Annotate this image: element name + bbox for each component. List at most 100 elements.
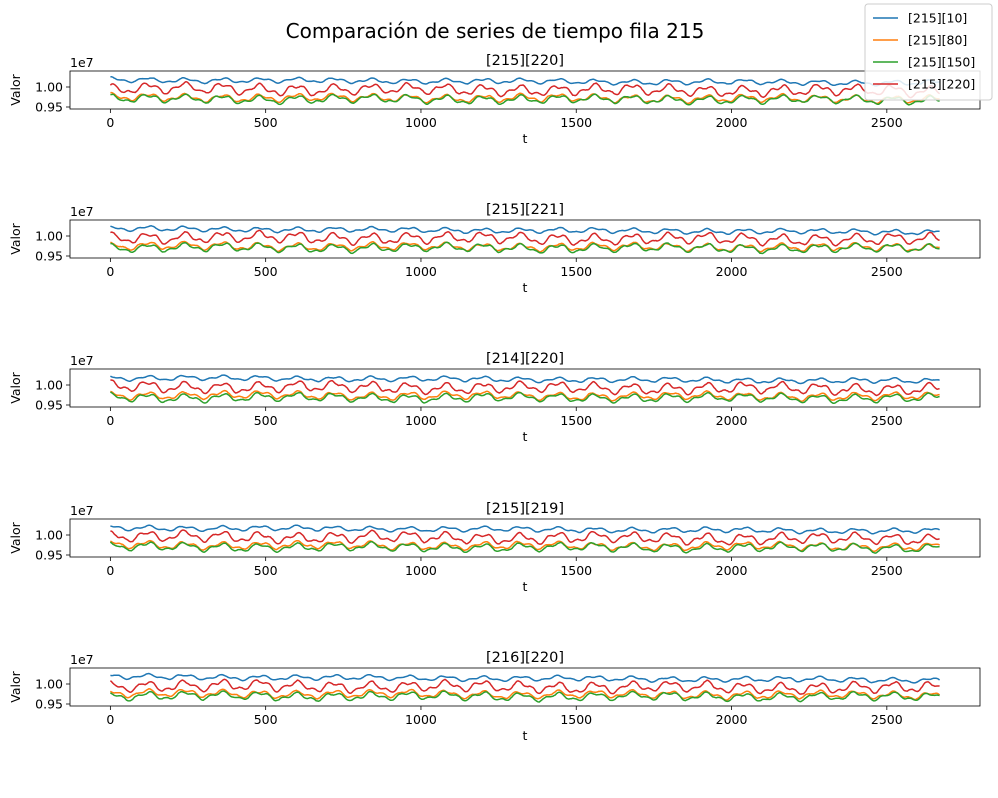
subplot-2: 0 500 1000 1500 2000 2500 0.95 1.00 1e7 [215][221…: [8, 202, 981, 295]
x-tick-label: 2000: [716, 712, 748, 727]
y-axis-label: Valor: [8, 73, 23, 105]
x-axis-label: t: [523, 280, 528, 295]
x-tick-label: 2500: [871, 115, 903, 130]
series-line-3: [110, 93, 940, 106]
x-tick-label: 1500: [560, 413, 592, 428]
x-tick-label: 1000: [405, 264, 437, 279]
x-tick-label: 2000: [716, 413, 748, 428]
y-tick-label: 1.00: [35, 80, 63, 95]
y-offset-label: 1e7: [70, 652, 94, 667]
y-axis-label: Valor: [8, 521, 23, 553]
legend: [215][10] [215][80] [215][150] [215][220]: [864, 3, 993, 101]
y-tick-label: 1.00: [35, 378, 63, 393]
legend-label: [215][10]: [908, 11, 967, 26]
legend-label: [215][80]: [908, 33, 967, 48]
series-line-4: [110, 529, 940, 546]
x-tick-label: 1000: [405, 115, 437, 130]
x-tick-label: 2500: [871, 413, 903, 428]
x-tick-label: 0: [106, 413, 114, 428]
series-line-1: [110, 524, 940, 535]
y-axis-label: Valor: [8, 371, 23, 403]
x-tick-label: 1500: [560, 563, 592, 578]
y-offset-label: 1e7: [70, 353, 94, 368]
y-tick-label: 0.95: [35, 697, 63, 712]
subplot-title: [215][221]: [486, 202, 564, 218]
y-tick-label: 0.95: [35, 548, 63, 563]
axes-frame: [69, 368, 981, 408]
y-axis-label: Valor: [8, 222, 23, 254]
y-tick-label: 0.95: [35, 249, 63, 264]
series-line-2: [110, 389, 940, 402]
subplot-title: [215][220]: [486, 53, 564, 69]
x-axis-label: t: [523, 579, 528, 594]
legend-box: [864, 3, 993, 101]
series-line-1: [110, 374, 940, 385]
y-axis-label: Valor: [8, 670, 23, 702]
series-line-4: [110, 379, 940, 397]
subplot-1: 0 500 1000 1500 2000 2500 0.95 1.00 1e7 [215][220…: [8, 53, 981, 146]
y-offset-label: 1e7: [70, 55, 94, 70]
x-tick-label: 0: [106, 563, 114, 578]
x-tick-label: 500: [254, 413, 278, 428]
x-tick-label: 1500: [560, 115, 592, 130]
y-tick-label: 0.95: [35, 100, 63, 115]
x-tick-label: 1000: [405, 413, 437, 428]
series-lines: [110, 225, 940, 255]
x-tick-label: 0: [106, 264, 114, 279]
subplot-4: 0 500 1000 1500 2000 2500 0.95 1.00 1e7 [215][219…: [8, 501, 981, 594]
subplot-title: [216][220]: [486, 650, 564, 666]
y-tick-label: 1.00: [35, 229, 63, 244]
x-tick-label: 2500: [871, 563, 903, 578]
series-line-3: [110, 391, 940, 404]
x-tick-label: 2000: [716, 115, 748, 130]
axes-frame: [69, 667, 981, 707]
series-line-2: [109, 539, 940, 553]
subplot-title: [214][220]: [486, 351, 564, 367]
figure-title: Comparación de series de tiempo fila 215: [286, 19, 705, 43]
series-line-4: [109, 80, 941, 99]
series-line-2: [109, 688, 941, 701]
series-lines: [110, 374, 940, 404]
series-line-4: [109, 678, 940, 695]
series-lines: [109, 672, 941, 703]
y-tick-label: 1.00: [35, 528, 63, 543]
axes-frame: [69, 518, 981, 558]
series-line-3: [110, 241, 940, 255]
x-axis-label: t: [523, 429, 528, 444]
x-tick-label: 1000: [405, 712, 437, 727]
series-line-4: [110, 229, 940, 247]
x-tick-label: 500: [254, 264, 278, 279]
x-tick-label: 2500: [871, 264, 903, 279]
subplot-5: 0 500 1000 1500 2000 2500 0.95 1.00 1e7 [216][220…: [8, 650, 981, 743]
x-axis-label: t: [523, 131, 528, 146]
legend-label: [215][150]: [908, 55, 975, 70]
x-tick-label: 2000: [716, 264, 748, 279]
y-offset-label: 1e7: [70, 204, 94, 219]
series-line-1: [110, 225, 940, 236]
subplot-title: [215][219]: [486, 501, 564, 517]
axes-frame: [69, 219, 981, 259]
legend-label: [215][220]: [908, 77, 975, 92]
x-tick-label: 1500: [560, 712, 592, 727]
x-tick-label: 0: [106, 712, 114, 727]
series-line-1: [110, 672, 941, 684]
subplot-3: 0 500 1000 1500 2000 2500 0.95 1.00 1e7 [214][220…: [8, 351, 981, 444]
y-tick-label: 1.00: [35, 677, 63, 692]
x-axis-label: t: [523, 728, 528, 743]
x-tick-label: 500: [254, 115, 278, 130]
series-line-1: [110, 75, 940, 87]
series-line-3: [109, 540, 940, 554]
series-lines: [109, 75, 941, 106]
x-tick-label: 1500: [560, 264, 592, 279]
y-tick-label: 0.95: [35, 398, 63, 413]
x-tick-label: 1000: [405, 563, 437, 578]
series-lines: [109, 524, 940, 554]
subplot-grid: 0 500 1000 1500 2000 2500 0.95 1.00 1e7 [215][220…: [8, 53, 981, 743]
x-tick-label: 500: [254, 563, 278, 578]
y-offset-label: 1e7: [70, 503, 94, 518]
x-tick-label: 2000: [716, 563, 748, 578]
x-tick-label: 0: [106, 115, 114, 130]
series-line-3: [109, 690, 940, 703]
